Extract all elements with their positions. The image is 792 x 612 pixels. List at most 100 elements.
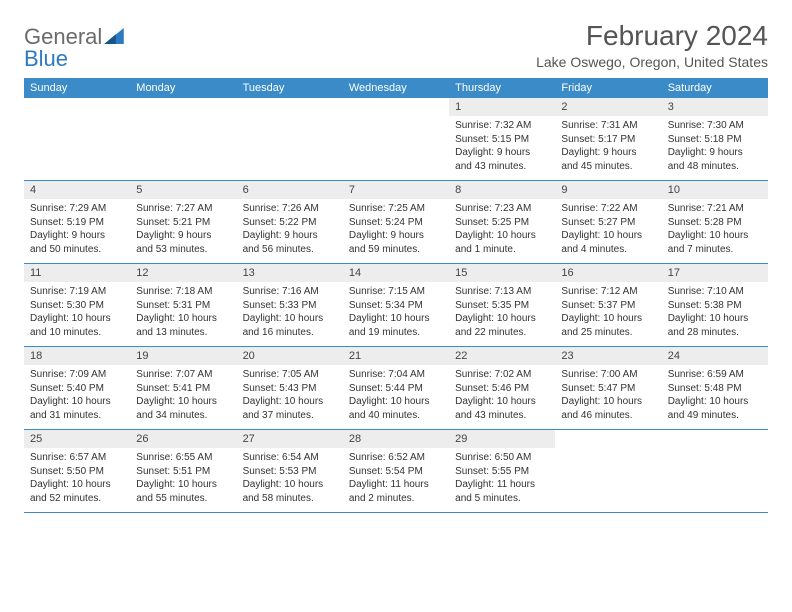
daylight-text: Daylight: 10 hours and 52 minutes. bbox=[30, 478, 124, 505]
day-number: 24 bbox=[662, 347, 768, 365]
sunrise-text: Sunrise: 7:12 AM bbox=[561, 285, 655, 299]
sunrise-text: Sunrise: 6:55 AM bbox=[136, 451, 230, 465]
day-cell bbox=[343, 98, 449, 180]
day-cell: 16Sunrise: 7:12 AMSunset: 5:37 PMDayligh… bbox=[555, 264, 661, 346]
day-body: Sunrise: 7:29 AMSunset: 5:19 PMDaylight:… bbox=[24, 199, 130, 262]
day-body: Sunrise: 7:25 AMSunset: 5:24 PMDaylight:… bbox=[343, 199, 449, 262]
sunset-text: Sunset: 5:21 PM bbox=[136, 216, 230, 230]
sunset-text: Sunset: 5:17 PM bbox=[561, 133, 655, 147]
day-cell: 23Sunrise: 7:00 AMSunset: 5:47 PMDayligh… bbox=[555, 347, 661, 429]
sunset-text: Sunset: 5:18 PM bbox=[668, 133, 762, 147]
daylight-text: Daylight: 10 hours and 55 minutes. bbox=[136, 478, 230, 505]
day-body: Sunrise: 7:15 AMSunset: 5:34 PMDaylight:… bbox=[343, 282, 449, 345]
day-number: 14 bbox=[343, 264, 449, 282]
week-row: 11Sunrise: 7:19 AMSunset: 5:30 PMDayligh… bbox=[24, 264, 768, 347]
sunset-text: Sunset: 5:38 PM bbox=[668, 299, 762, 313]
weekday-tuesday: Tuesday bbox=[237, 78, 343, 98]
daylight-text: Daylight: 9 hours and 48 minutes. bbox=[668, 146, 762, 173]
day-cell: 11Sunrise: 7:19 AMSunset: 5:30 PMDayligh… bbox=[24, 264, 130, 346]
sunset-text: Sunset: 5:48 PM bbox=[668, 382, 762, 396]
day-cell: 13Sunrise: 7:16 AMSunset: 5:33 PMDayligh… bbox=[237, 264, 343, 346]
daylight-text: Daylight: 10 hours and 58 minutes. bbox=[243, 478, 337, 505]
day-cell: 2Sunrise: 7:31 AMSunset: 5:17 PMDaylight… bbox=[555, 98, 661, 180]
daylight-text: Daylight: 9 hours and 45 minutes. bbox=[561, 146, 655, 173]
daylight-text: Daylight: 10 hours and 25 minutes. bbox=[561, 312, 655, 339]
sunrise-text: Sunrise: 7:16 AM bbox=[243, 285, 337, 299]
sunrise-text: Sunrise: 6:59 AM bbox=[668, 368, 762, 382]
week-row: 18Sunrise: 7:09 AMSunset: 5:40 PMDayligh… bbox=[24, 347, 768, 430]
day-number: 12 bbox=[130, 264, 236, 282]
sunset-text: Sunset: 5:15 PM bbox=[455, 133, 549, 147]
sunset-text: Sunset: 5:34 PM bbox=[349, 299, 443, 313]
calendar-page: GeneralBlue February 2024 Lake Oswego, O… bbox=[0, 0, 792, 533]
day-cell: 4Sunrise: 7:29 AMSunset: 5:19 PMDaylight… bbox=[24, 181, 130, 263]
day-body: Sunrise: 7:32 AMSunset: 5:15 PMDaylight:… bbox=[449, 116, 555, 179]
weeks-container: 1Sunrise: 7:32 AMSunset: 5:15 PMDaylight… bbox=[24, 98, 768, 513]
sunset-text: Sunset: 5:50 PM bbox=[30, 465, 124, 479]
header: GeneralBlue February 2024 Lake Oswego, O… bbox=[24, 20, 768, 70]
week-row: 4Sunrise: 7:29 AMSunset: 5:19 PMDaylight… bbox=[24, 181, 768, 264]
day-number: 18 bbox=[24, 347, 130, 365]
day-cell: 18Sunrise: 7:09 AMSunset: 5:40 PMDayligh… bbox=[24, 347, 130, 429]
sunset-text: Sunset: 5:22 PM bbox=[243, 216, 337, 230]
day-cell bbox=[237, 98, 343, 180]
week-row: 25Sunrise: 6:57 AMSunset: 5:50 PMDayligh… bbox=[24, 430, 768, 513]
sunset-text: Sunset: 5:41 PM bbox=[136, 382, 230, 396]
day-number: 27 bbox=[237, 430, 343, 448]
week-row: 1Sunrise: 7:32 AMSunset: 5:15 PMDaylight… bbox=[24, 98, 768, 181]
day-cell: 29Sunrise: 6:50 AMSunset: 5:55 PMDayligh… bbox=[449, 430, 555, 512]
sunset-text: Sunset: 5:31 PM bbox=[136, 299, 230, 313]
sunrise-text: Sunrise: 7:15 AM bbox=[349, 285, 443, 299]
day-cell: 8Sunrise: 7:23 AMSunset: 5:25 PMDaylight… bbox=[449, 181, 555, 263]
day-number: 25 bbox=[24, 430, 130, 448]
weekday-thursday: Thursday bbox=[449, 78, 555, 98]
day-number: 1 bbox=[449, 98, 555, 116]
sunrise-text: Sunrise: 7:21 AM bbox=[668, 202, 762, 216]
sunrise-text: Sunrise: 6:54 AM bbox=[243, 451, 337, 465]
day-cell: 28Sunrise: 6:52 AMSunset: 5:54 PMDayligh… bbox=[343, 430, 449, 512]
sunrise-text: Sunrise: 7:25 AM bbox=[349, 202, 443, 216]
daylight-text: Daylight: 10 hours and 22 minutes. bbox=[455, 312, 549, 339]
sunrise-text: Sunrise: 7:26 AM bbox=[243, 202, 337, 216]
sunset-text: Sunset: 5:35 PM bbox=[455, 299, 549, 313]
sunrise-text: Sunrise: 7:05 AM bbox=[243, 368, 337, 382]
day-body: Sunrise: 7:05 AMSunset: 5:43 PMDaylight:… bbox=[237, 365, 343, 428]
day-body: Sunrise: 7:31 AMSunset: 5:17 PMDaylight:… bbox=[555, 116, 661, 179]
weekday-saturday: Saturday bbox=[662, 78, 768, 98]
day-number: 21 bbox=[343, 347, 449, 365]
day-body: Sunrise: 7:21 AMSunset: 5:28 PMDaylight:… bbox=[662, 199, 768, 262]
day-number: 26 bbox=[130, 430, 236, 448]
daylight-text: Daylight: 10 hours and 34 minutes. bbox=[136, 395, 230, 422]
day-cell: 21Sunrise: 7:04 AMSunset: 5:44 PMDayligh… bbox=[343, 347, 449, 429]
day-cell: 27Sunrise: 6:54 AMSunset: 5:53 PMDayligh… bbox=[237, 430, 343, 512]
day-body: Sunrise: 7:27 AMSunset: 5:21 PMDaylight:… bbox=[130, 199, 236, 262]
sunrise-text: Sunrise: 7:02 AM bbox=[455, 368, 549, 382]
day-number: 4 bbox=[24, 181, 130, 199]
sunrise-text: Sunrise: 7:10 AM bbox=[668, 285, 762, 299]
day-cell: 3Sunrise: 7:30 AMSunset: 5:18 PMDaylight… bbox=[662, 98, 768, 180]
day-number bbox=[237, 98, 343, 104]
day-body: Sunrise: 6:50 AMSunset: 5:55 PMDaylight:… bbox=[449, 448, 555, 511]
day-body: Sunrise: 6:54 AMSunset: 5:53 PMDaylight:… bbox=[237, 448, 343, 511]
sunset-text: Sunset: 5:33 PM bbox=[243, 299, 337, 313]
sunrise-text: Sunrise: 7:19 AM bbox=[30, 285, 124, 299]
weekday-wednesday: Wednesday bbox=[343, 78, 449, 98]
day-number: 10 bbox=[662, 181, 768, 199]
daylight-text: Daylight: 10 hours and 4 minutes. bbox=[561, 229, 655, 256]
sunrise-text: Sunrise: 7:27 AM bbox=[136, 202, 230, 216]
day-body: Sunrise: 7:02 AMSunset: 5:46 PMDaylight:… bbox=[449, 365, 555, 428]
day-number: 22 bbox=[449, 347, 555, 365]
sunrise-text: Sunrise: 7:31 AM bbox=[561, 119, 655, 133]
day-body: Sunrise: 7:22 AMSunset: 5:27 PMDaylight:… bbox=[555, 199, 661, 262]
day-cell: 7Sunrise: 7:25 AMSunset: 5:24 PMDaylight… bbox=[343, 181, 449, 263]
sunset-text: Sunset: 5:55 PM bbox=[455, 465, 549, 479]
day-number: 20 bbox=[237, 347, 343, 365]
day-body: Sunrise: 7:12 AMSunset: 5:37 PMDaylight:… bbox=[555, 282, 661, 345]
day-number bbox=[130, 98, 236, 104]
daylight-text: Daylight: 10 hours and 13 minutes. bbox=[136, 312, 230, 339]
day-number: 13 bbox=[237, 264, 343, 282]
day-cell: 10Sunrise: 7:21 AMSunset: 5:28 PMDayligh… bbox=[662, 181, 768, 263]
day-body: Sunrise: 7:04 AMSunset: 5:44 PMDaylight:… bbox=[343, 365, 449, 428]
day-cell: 19Sunrise: 7:07 AMSunset: 5:41 PMDayligh… bbox=[130, 347, 236, 429]
sunset-text: Sunset: 5:27 PM bbox=[561, 216, 655, 230]
